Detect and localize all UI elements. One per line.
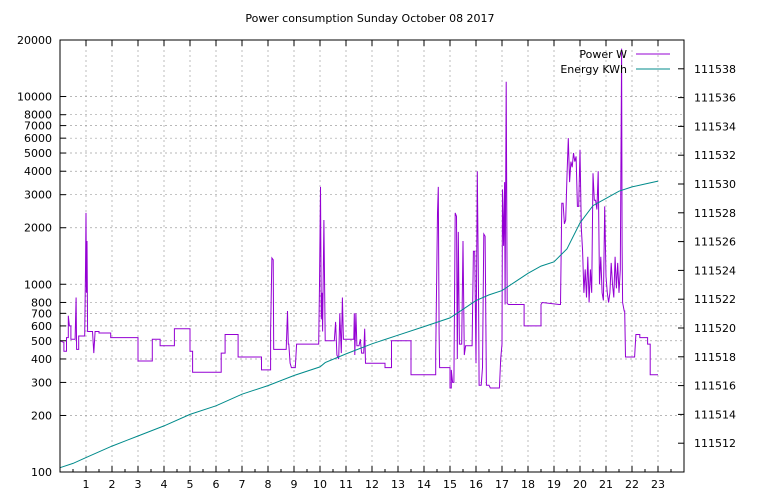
y-tick-label: 20000 — [17, 34, 52, 47]
x-tick-label: 2 — [109, 478, 116, 491]
y2-tick-label: 111516 — [694, 380, 736, 393]
x-tick-label: 21 — [599, 478, 613, 491]
y-tick-label: 600 — [31, 320, 52, 333]
x-tick-label: 12 — [365, 478, 379, 491]
y2-tick-label: 111514 — [694, 408, 736, 421]
ticks: 1 2 3 4 5 6 7 8 9 10 11 12 13 14 15 16 17 18 19 20 21 22 23100… — [17, 34, 736, 491]
legend: Power W Energy KWh — [560, 48, 670, 76]
y2-tick-label: 111520 — [694, 322, 736, 335]
y-tick-label: 4000 — [24, 165, 52, 178]
y2-tick-label: 111538 — [694, 63, 736, 76]
x-tick-label: 10 — [313, 478, 327, 491]
y-tick-label: 8000 — [24, 109, 52, 122]
x-tick-label: 13 — [391, 478, 405, 491]
x-tick-label: 11 — [339, 478, 353, 491]
x-tick-label: 4 — [161, 478, 168, 491]
x-tick-label: 5 — [187, 478, 194, 491]
y-tick-label: 800 — [31, 296, 52, 309]
y-tick-label: 7000 — [24, 120, 52, 133]
y-tick-label: 6000 — [24, 132, 52, 145]
y2-tick-label: 111526 — [694, 236, 736, 249]
y2-tick-label: 111532 — [694, 149, 736, 162]
y-tick-label: 5000 — [24, 147, 52, 160]
y-tick-label: 200 — [31, 409, 52, 422]
x-tick-label: 1 — [83, 478, 90, 491]
x-tick-label: 15 — [443, 478, 457, 491]
y2-tick-label: 111536 — [694, 92, 736, 105]
y-tick-label: 3000 — [24, 189, 52, 202]
y-tick-label: 700 — [31, 307, 52, 320]
y-tick-label: 10000 — [17, 91, 52, 104]
legend-label: Energy KWh — [560, 63, 627, 76]
x-tick-label: 20 — [573, 478, 587, 491]
x-tick-label: 17 — [495, 478, 509, 491]
chart-title: Power consumption Sunday October 08 2017 — [245, 12, 494, 25]
y-tick-label: 100 — [31, 466, 52, 479]
series-layer — [59, 48, 659, 469]
x-tick-label: 14 — [417, 478, 431, 491]
x-tick-label: 8 — [265, 478, 272, 491]
y2-tick-label: 111522 — [694, 293, 736, 306]
x-tick-label: 9 — [291, 478, 298, 491]
grid — [60, 40, 684, 472]
y2-tick-label: 111512 — [694, 437, 736, 450]
x-tick-label: 7 — [239, 478, 246, 491]
y2-tick-label: 111530 — [694, 178, 736, 191]
y2-tick-label: 111524 — [694, 264, 736, 277]
y-tick-label: 500 — [31, 335, 52, 348]
y-tick-label: 2000 — [24, 222, 52, 235]
x-tick-label: 23 — [651, 478, 665, 491]
x-tick-label: 16 — [469, 478, 483, 491]
x-tick-label: 19 — [547, 478, 561, 491]
y-tick-label: 1000 — [24, 278, 52, 291]
y2-tick-label: 111534 — [694, 120, 736, 133]
x-tick-label: 22 — [625, 478, 639, 491]
series-line-energy — [59, 180, 659, 469]
y-tick-label: 400 — [31, 353, 52, 366]
series-line-power — [59, 48, 658, 389]
x-tick-label: 3 — [135, 478, 142, 491]
x-tick-label: 6 — [213, 478, 220, 491]
x-tick-label: 18 — [521, 478, 535, 491]
y2-tick-label: 111528 — [694, 207, 736, 220]
y-tick-label: 300 — [31, 376, 52, 389]
legend-label: Power W — [579, 48, 627, 61]
y2-tick-label: 111518 — [694, 351, 736, 364]
